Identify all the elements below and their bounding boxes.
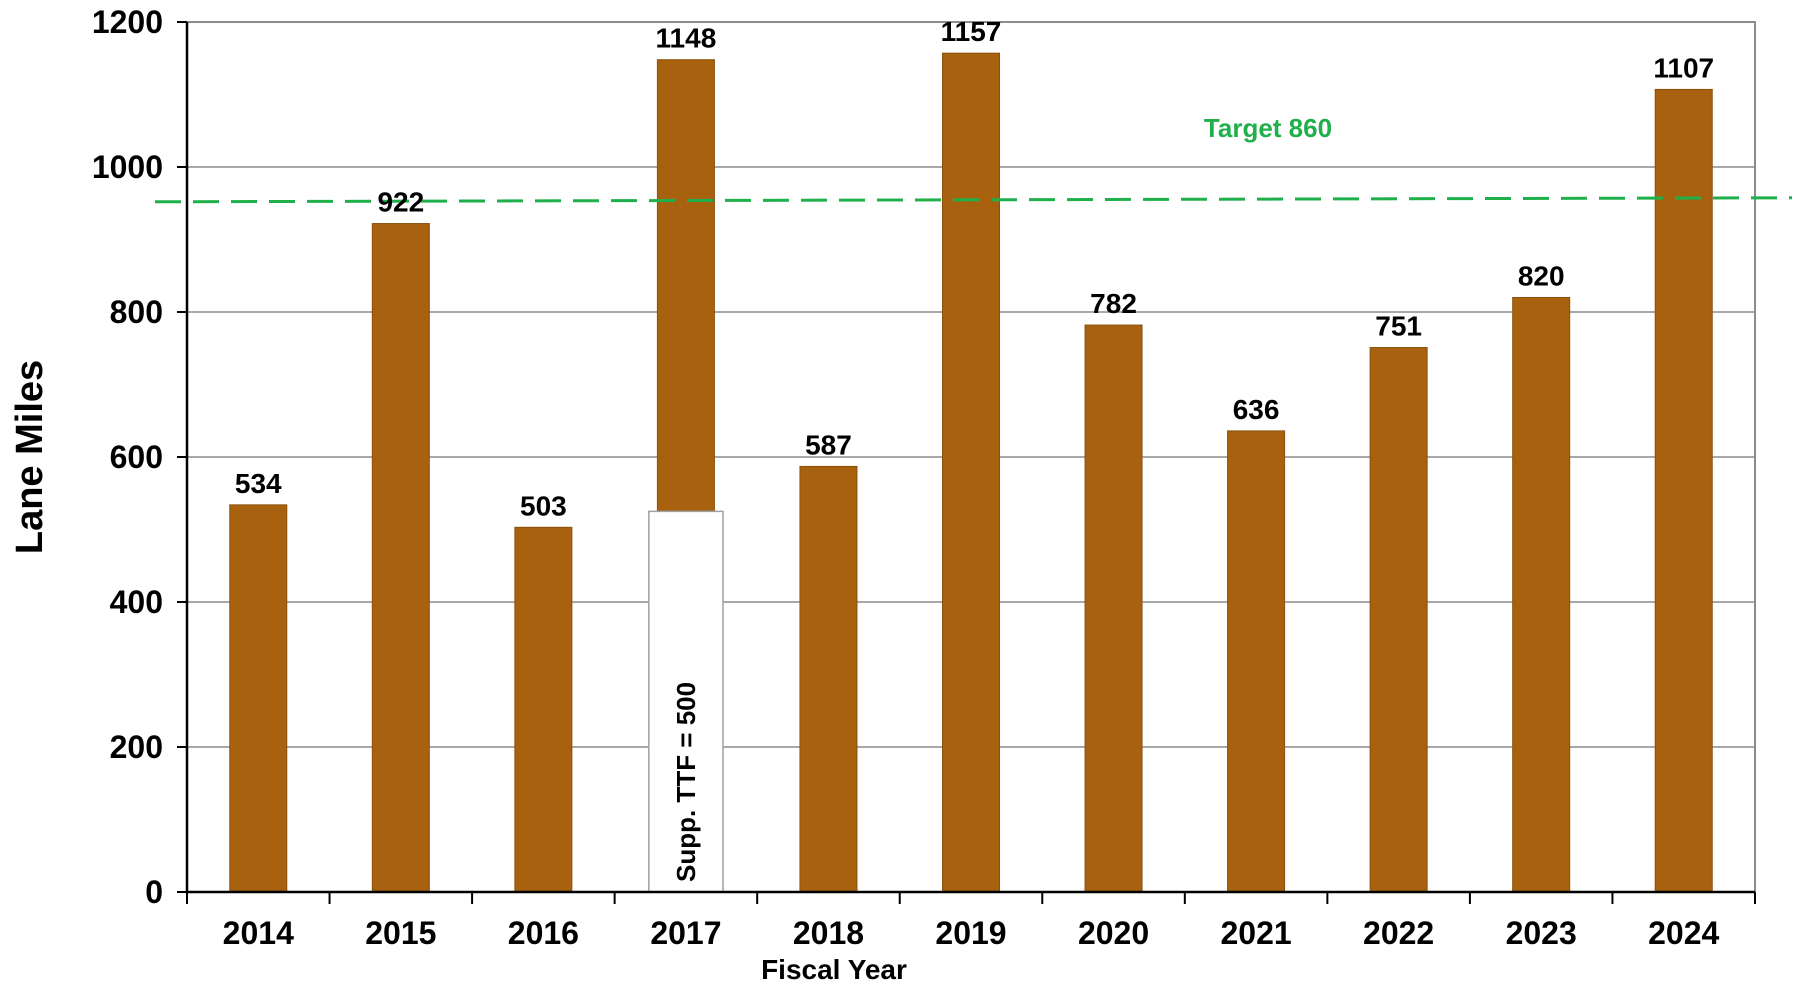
data-label: 782 bbox=[1090, 288, 1137, 319]
data-label: 636 bbox=[1233, 394, 1280, 425]
y-axis-title: Lane Miles bbox=[9, 360, 51, 554]
x-tick-label: 2021 bbox=[1220, 915, 1291, 951]
x-tick-label: 2017 bbox=[650, 915, 721, 951]
data-label: 503 bbox=[520, 490, 567, 521]
data-label: 1148 bbox=[656, 23, 717, 54]
y-tick-label: 600 bbox=[110, 439, 163, 475]
x-tick-label: 2016 bbox=[508, 915, 579, 951]
x-tick-label: 2024 bbox=[1648, 915, 1719, 951]
x-tick-label: 2015 bbox=[365, 915, 436, 951]
bar bbox=[229, 504, 288, 893]
supplement-label: Supp. TTF = 500 bbox=[671, 682, 701, 882]
data-label: 1107 bbox=[1653, 52, 1714, 83]
data-label: 820 bbox=[1518, 261, 1565, 292]
target-label: Target 860 bbox=[1204, 113, 1332, 143]
x-tick-label: 2018 bbox=[793, 915, 864, 951]
data-label: 587 bbox=[805, 429, 852, 460]
x-tick-label: 2022 bbox=[1363, 915, 1434, 951]
x-tick-label: 2019 bbox=[935, 915, 1006, 951]
y-tick-label: 0 bbox=[145, 874, 163, 910]
y-tick-label: 1000 bbox=[92, 149, 163, 185]
data-label: 751 bbox=[1375, 311, 1422, 342]
target-line bbox=[154, 196, 1793, 204]
bar bbox=[1512, 297, 1571, 893]
data-label: 922 bbox=[377, 187, 424, 218]
x-axis-title: Fiscal Year bbox=[761, 954, 907, 983]
data-label: 1157 bbox=[941, 16, 1002, 47]
data-label: 534 bbox=[235, 468, 282, 499]
y-tick-label: 400 bbox=[110, 584, 163, 620]
bar bbox=[371, 223, 430, 893]
bar bbox=[1369, 347, 1428, 893]
bar bbox=[514, 526, 573, 893]
labels: 0 200 400 600 800 1000 1200 534 2014 922 2015 503 20… bbox=[92, 4, 1720, 951]
bar bbox=[941, 52, 1001, 893]
bar bbox=[1654, 88, 1713, 893]
bar bbox=[1227, 430, 1286, 893]
y-tick-label: 1200 bbox=[92, 4, 163, 40]
y-tick-label: 200 bbox=[110, 729, 163, 765]
x-tick-label: 2014 bbox=[223, 915, 294, 951]
bars bbox=[154, 52, 1793, 893]
x-tick-label: 2023 bbox=[1506, 915, 1577, 951]
x-tick-label: 2020 bbox=[1078, 915, 1149, 951]
bar bbox=[799, 465, 858, 893]
axes bbox=[177, 21, 1756, 904]
supplement-segment bbox=[648, 510, 724, 893]
bar bbox=[1084, 324, 1143, 893]
y-tick-label: 800 bbox=[110, 294, 163, 330]
